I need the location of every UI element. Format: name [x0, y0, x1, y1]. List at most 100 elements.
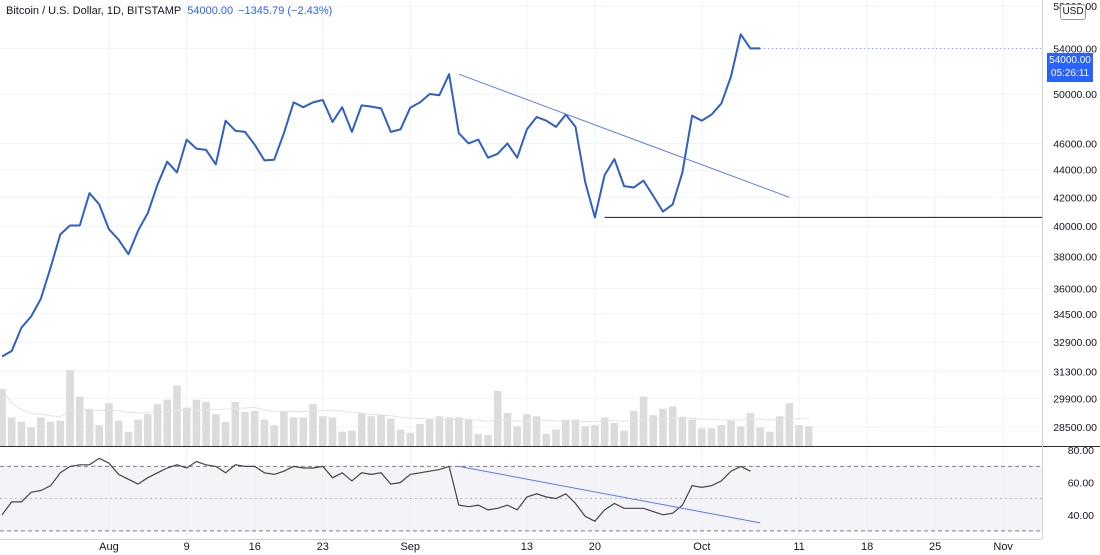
volume-bar	[455, 417, 463, 446]
volume-bar	[416, 424, 424, 446]
volume-bar	[532, 416, 541, 446]
price-series[interactable]	[1, 33, 1042, 358]
volume-bar	[542, 433, 551, 446]
currency-button[interactable]: USD	[1060, 4, 1086, 20]
x-tick-label: 25	[929, 541, 941, 553]
volume-bar	[746, 413, 755, 446]
volume-bar	[649, 415, 658, 446]
volume-bar	[328, 417, 337, 446]
volume-bar	[513, 426, 521, 446]
last-price-tag: 54000.00 05:26:11	[1047, 53, 1093, 82]
volume-bar	[766, 431, 774, 446]
volume-bar	[144, 414, 152, 446]
volume-bar	[717, 425, 726, 446]
volume-bar	[37, 417, 45, 446]
volume-bar	[707, 428, 716, 446]
x-tick-label: 23	[317, 541, 329, 553]
volume-bar	[85, 409, 94, 446]
volume-bar	[7, 417, 16, 446]
volume-bar	[493, 391, 502, 446]
x-tick-label: Oct	[693, 541, 710, 553]
volume-bar	[289, 417, 298, 446]
volume-bar	[124, 431, 133, 446]
y-tick-label: 38000.00	[1053, 252, 1097, 264]
bar-countdown: 05:26:11	[1050, 68, 1090, 79]
rsi-tick-label: 60.00	[1068, 478, 1094, 490]
volume-bar	[318, 416, 327, 446]
volume-bar	[668, 406, 677, 446]
rsi-series[interactable]	[1, 457, 761, 524]
rsi-tick-label: 80.00	[1068, 445, 1094, 457]
volume-bar	[425, 418, 434, 446]
volume-bar	[192, 399, 201, 446]
y-tick-label: 31300.00	[1053, 366, 1097, 378]
volume-bar	[0, 388, 6, 446]
volume-bar	[27, 427, 35, 446]
volume-bar	[630, 410, 638, 446]
y-tick-label: 50000.00	[1053, 89, 1097, 101]
volume-bar	[387, 418, 395, 446]
volume-bar	[610, 422, 619, 446]
volume-bar	[105, 403, 113, 446]
volume-bar	[804, 426, 813, 446]
x-tick-label: Aug	[99, 541, 119, 553]
volume-bar	[212, 414, 220, 446]
volume-bar	[581, 426, 589, 446]
volume-bar	[163, 399, 172, 446]
volume-bars	[0, 370, 813, 446]
volume-ma-line	[1, 388, 809, 423]
price-trendline	[458, 73, 790, 198]
x-tick-label: 11	[793, 541, 804, 553]
volume-bar	[591, 425, 599, 446]
y-tick-label: 40000.00	[1053, 221, 1097, 233]
volume-bar	[474, 433, 483, 446]
volume-bar	[17, 421, 26, 446]
volume-bar	[270, 425, 278, 446]
volume-bar	[727, 420, 735, 446]
price-line	[1, 33, 761, 358]
x-tick-label: 9	[184, 541, 190, 553]
volume-bar	[659, 408, 667, 446]
volume-bar	[348, 430, 356, 446]
volume-bar	[309, 404, 317, 446]
y-tick-label: 44000.00	[1053, 165, 1097, 177]
rsi-tick-label: 40.00	[1068, 510, 1094, 522]
y-tick-label: 42000.00	[1053, 192, 1097, 204]
volume-bar	[66, 370, 74, 446]
volume-bar	[182, 407, 191, 446]
price-change: −1345.79 (−2.43%)	[238, 5, 333, 17]
y-tick-label: 36000.00	[1053, 284, 1097, 296]
volume-bar	[357, 413, 366, 446]
grid	[0, 0, 1042, 539]
volume-bar	[503, 413, 512, 446]
symbol-title: Bitcoin / U.S. Dollar, 1D, BITSTAMP	[6, 5, 182, 17]
volume-bar	[95, 425, 103, 446]
last-price-tag-value: 54000.00	[1049, 55, 1091, 66]
volume-bar	[639, 396, 648, 446]
volume-bar	[698, 428, 706, 446]
rsi-trendline	[458, 465, 761, 524]
y-tick-label: 46000.00	[1053, 138, 1097, 150]
volume-bar	[46, 421, 55, 446]
x-tick-label: 18	[861, 541, 873, 553]
x-tick-label: 16	[249, 541, 261, 553]
volume-bar	[464, 419, 473, 446]
volume-bar	[134, 419, 142, 446]
y-tick-label: 28500.00	[1053, 422, 1097, 434]
y-tick-label: 34500.00	[1053, 309, 1097, 321]
volume-bar	[202, 402, 210, 446]
volume-bar	[785, 403, 794, 446]
volume-bar	[231, 402, 240, 446]
volume-bar	[280, 410, 288, 446]
rsi-background	[0, 465, 1042, 532]
volume-bar	[600, 417, 609, 446]
volume-bar	[620, 430, 628, 446]
x-tick-label: Nov	[993, 541, 1013, 553]
volume-bar	[435, 416, 444, 446]
volume-bar	[406, 432, 415, 446]
volume-bar	[260, 419, 269, 446]
volume-bar	[173, 385, 181, 446]
volume-bar	[552, 429, 560, 446]
